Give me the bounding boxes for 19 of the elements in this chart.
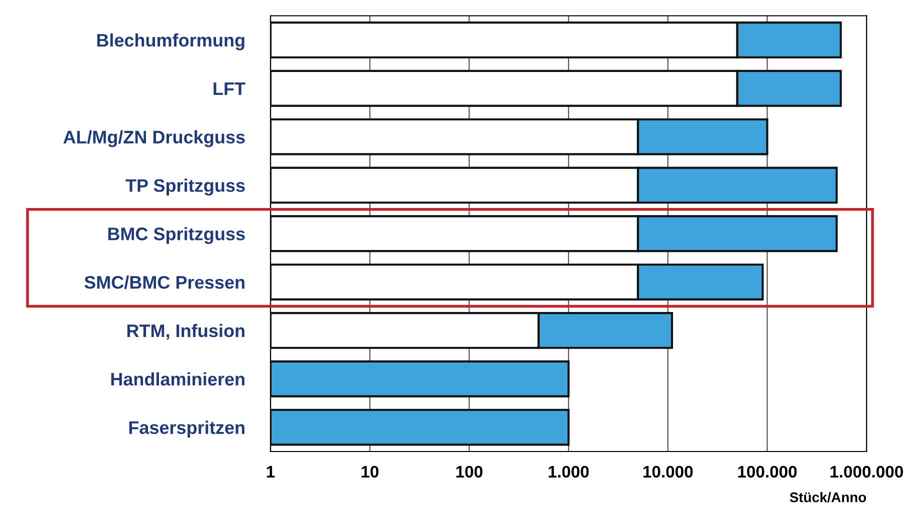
x-tick-label: 100 bbox=[456, 466, 482, 478]
y-tick-label: LFT bbox=[214, 82, 246, 95]
y-tick-label: RTM, Infusion bbox=[127, 324, 244, 340]
x-tick-label: 10 bbox=[362, 466, 378, 478]
x-tick-label: 1.000.000 bbox=[830, 466, 903, 478]
y-tick-label: BMC Spritzguss bbox=[108, 227, 245, 244]
bar bbox=[270, 408, 570, 446]
y-tick-label: TP Spritzguss bbox=[126, 178, 245, 196]
x-tick-label: 100.000 bbox=[738, 466, 797, 478]
x-tick-label: 1.000 bbox=[548, 466, 589, 478]
y-tick-label: SMC/BMC Pressen bbox=[84, 276, 244, 289]
y-tick-label: Handlaminieren bbox=[111, 372, 244, 386]
x-tick-label: 10.000 bbox=[643, 466, 693, 478]
y-tick-label: AL/Mg/ZN Druckguss bbox=[63, 130, 245, 148]
bar bbox=[270, 360, 570, 398]
x-axis-title: Stück/Anno bbox=[790, 492, 866, 502]
x-tick-label: 1 bbox=[266, 466, 275, 478]
y-tick-label: Faserspritzen bbox=[129, 420, 244, 438]
y-tick-label: Blechumformung bbox=[97, 33, 244, 50]
